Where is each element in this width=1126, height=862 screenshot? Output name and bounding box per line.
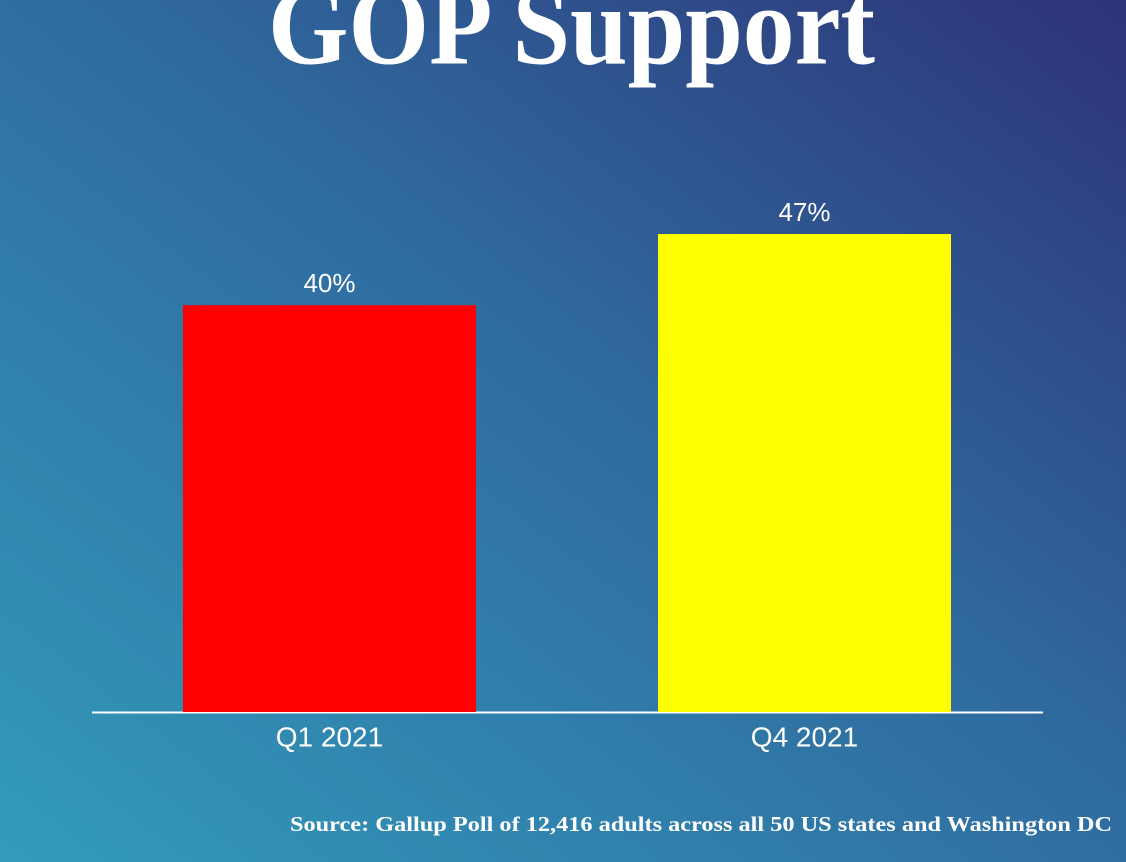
bar [658,234,951,712]
bar [183,305,476,712]
value-label: 47% [778,197,830,227]
chart-title: GOP Support [268,0,875,89]
value-label: 40% [303,268,355,298]
x-tick-label: Q4 2021 [751,721,858,752]
x-tick-label: Q1 2021 [276,721,383,752]
source-note: Source: Gallup Poll of 12,416 adults acr… [290,812,1112,836]
